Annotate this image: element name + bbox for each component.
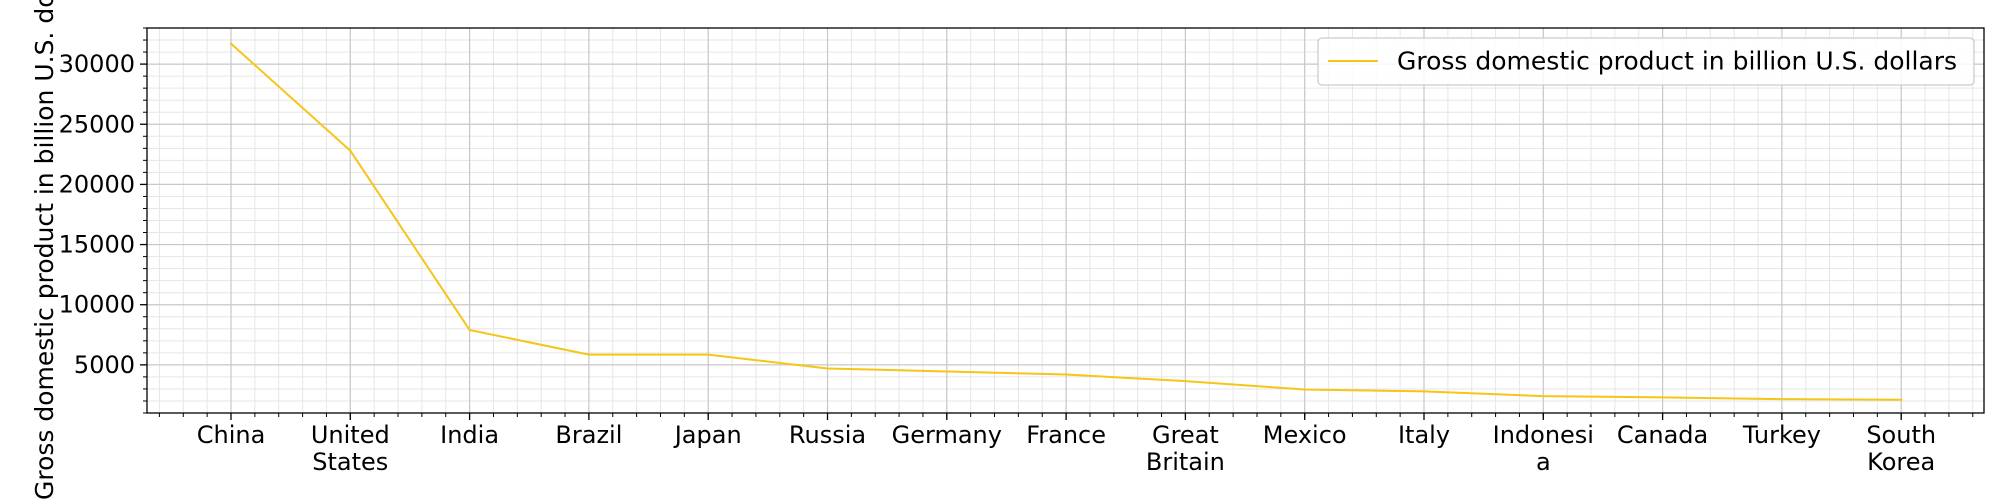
y-tick-label: 10000 <box>59 291 135 319</box>
x-tick-label: Indonesi a <box>1493 421 1594 476</box>
data-point <box>1781 398 1783 400</box>
data-point <box>1661 396 1663 398</box>
x-tick-label: France <box>1026 421 1106 449</box>
data-point <box>1900 399 1902 401</box>
data-point <box>349 150 351 152</box>
legend: Gross domestic product in billion U.S. d… <box>1318 38 1974 85</box>
y-tick-label: 15000 <box>59 231 135 259</box>
x-tick-label: Great Britain <box>1146 421 1225 476</box>
data-point <box>707 353 709 355</box>
x-tick-label: South Korea <box>1866 421 1936 476</box>
x-tick-label: Russia <box>789 421 866 449</box>
data-point <box>946 370 948 372</box>
grid <box>147 28 1984 413</box>
data-point <box>1423 390 1425 392</box>
x-tick-label: Germany <box>892 421 1002 449</box>
legend-entry: Gross domestic product in billion U.S. d… <box>1397 47 1957 76</box>
y-tick-label: 25000 <box>59 110 135 138</box>
ticks <box>140 28 1973 420</box>
x-tick-label: China <box>197 421 266 449</box>
x-tick-label: Japan <box>673 421 742 449</box>
y-tick-label: 30000 <box>59 50 135 78</box>
data-point <box>1304 388 1306 390</box>
data-point <box>230 42 232 44</box>
y-tick-labels: 5000 10000 15000 20000 25000 30000 <box>59 50 135 379</box>
x-tick-label: Mexico <box>1263 421 1347 449</box>
data-point <box>468 329 470 331</box>
data-point <box>588 353 590 355</box>
x-tick-label: Turkey <box>1742 421 1821 449</box>
x-tick-label: Brazil <box>555 421 622 449</box>
data-point <box>1542 395 1544 397</box>
data-point <box>826 367 828 369</box>
x-tick-label: Italy <box>1398 421 1450 449</box>
x-tick-label: United States <box>311 421 390 476</box>
y-axis-title: Gross domestic product in billion U.S. d… <box>30 0 59 500</box>
x-tick-label: India <box>440 421 499 449</box>
y-tick-label: 20000 <box>59 170 135 198</box>
data-point <box>1184 380 1186 382</box>
x-tick-label: Canada <box>1617 421 1708 449</box>
y-tick-label: 5000 <box>74 351 135 379</box>
x-tick-labels: China United States India Brazil Japan Russia G… <box>197 421 1936 476</box>
data-point <box>1065 373 1067 375</box>
